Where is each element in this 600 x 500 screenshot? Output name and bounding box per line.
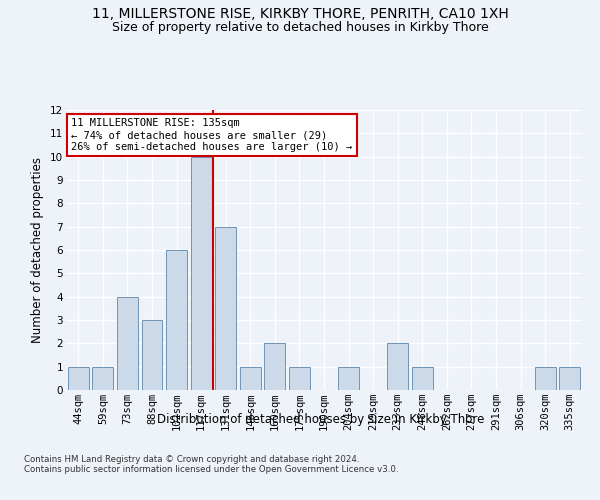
- Bar: [240, 366, 261, 390]
- Bar: [265, 344, 286, 390]
- Bar: [92, 366, 113, 390]
- Text: 11 MILLERSTONE RISE: 135sqm
← 74% of detached houses are smaller (29)
26% of sem: 11 MILLERSTONE RISE: 135sqm ← 74% of det…: [71, 118, 352, 152]
- Bar: [215, 226, 236, 390]
- Bar: [387, 344, 408, 390]
- Y-axis label: Number of detached properties: Number of detached properties: [31, 157, 44, 343]
- Bar: [289, 366, 310, 390]
- Text: Distribution of detached houses by size in Kirkby Thore: Distribution of detached houses by size …: [157, 412, 485, 426]
- Bar: [142, 320, 163, 390]
- Bar: [535, 366, 556, 390]
- Bar: [117, 296, 138, 390]
- Bar: [166, 250, 187, 390]
- Bar: [559, 366, 580, 390]
- Text: Size of property relative to detached houses in Kirkby Thore: Size of property relative to detached ho…: [112, 21, 488, 34]
- Bar: [191, 156, 212, 390]
- Bar: [412, 366, 433, 390]
- Bar: [338, 366, 359, 390]
- Bar: [68, 366, 89, 390]
- Text: 11, MILLERSTONE RISE, KIRKBY THORE, PENRITH, CA10 1XH: 11, MILLERSTONE RISE, KIRKBY THORE, PENR…: [92, 8, 508, 22]
- Text: Contains HM Land Registry data © Crown copyright and database right 2024.
Contai: Contains HM Land Registry data © Crown c…: [24, 455, 398, 474]
